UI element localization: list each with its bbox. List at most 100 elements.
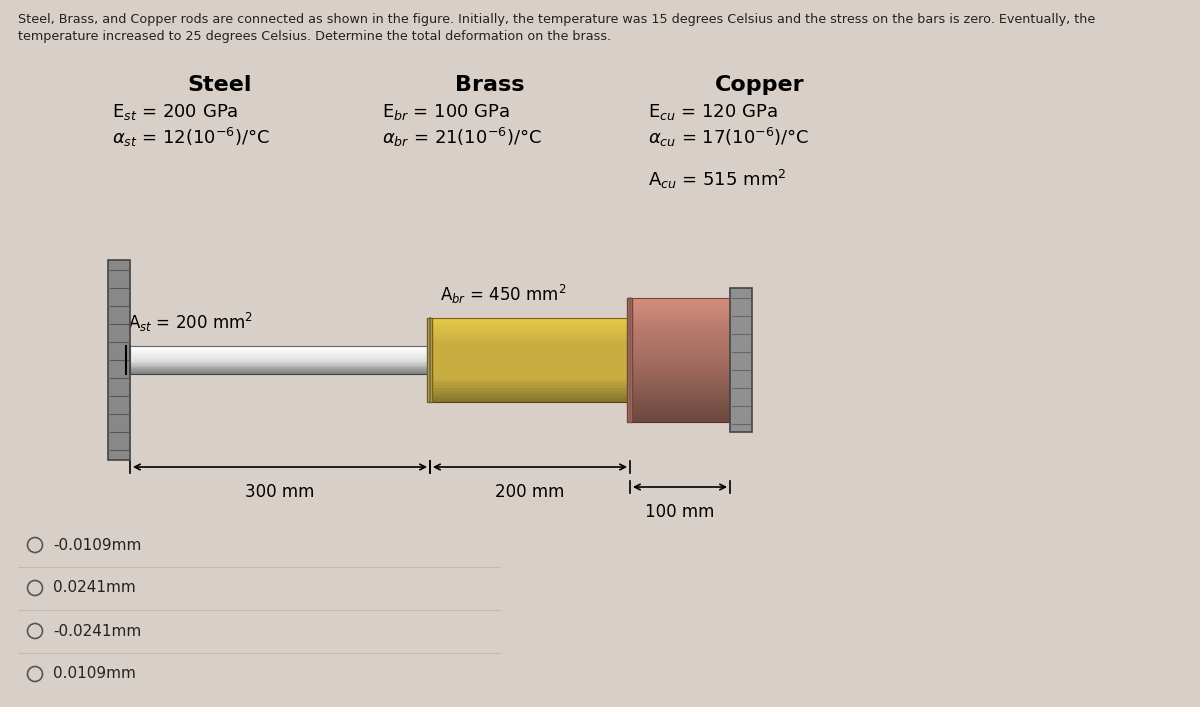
Text: $\alpha_{cu}$ = 17(10$^{-6}$)/°C: $\alpha_{cu}$ = 17(10$^{-6}$)/°C (648, 126, 810, 149)
Text: Brass: Brass (455, 75, 524, 95)
Bar (630, 402, 730, 406)
Bar (130, 371, 430, 372)
Text: 300 mm: 300 mm (245, 483, 314, 501)
Text: Steel, Brass, and Copper rods are connected as shown in the figure. Initially, t: Steel, Brass, and Copper rods are connec… (18, 13, 1096, 26)
Bar (630, 360, 730, 364)
Text: Copper: Copper (715, 75, 805, 95)
Bar (130, 348, 430, 349)
Bar (630, 368, 730, 373)
Bar (630, 389, 730, 393)
Bar (430, 338, 630, 340)
Bar (130, 368, 430, 369)
Bar (630, 306, 730, 310)
Bar (430, 374, 630, 377)
Bar (130, 370, 430, 371)
Bar (630, 414, 730, 418)
Bar (130, 357, 430, 358)
Bar (130, 350, 430, 351)
Bar (430, 329, 630, 332)
Bar (630, 377, 730, 380)
Bar (430, 324, 630, 327)
Bar (630, 331, 730, 335)
Bar (130, 366, 430, 368)
Bar (130, 351, 430, 353)
Bar (108, 260, 130, 460)
Bar (130, 354, 430, 356)
Text: $\alpha_{br}$ = 21(10$^{-6}$)/°C: $\alpha_{br}$ = 21(10$^{-6}$)/°C (382, 126, 541, 149)
Bar (630, 393, 730, 397)
Bar (430, 343, 630, 346)
Text: temperature increased to 25 degrees Celsius. Determine the total deformation on : temperature increased to 25 degrees Cels… (18, 30, 611, 43)
Text: -0.0241mm: -0.0241mm (53, 624, 142, 638)
Bar (630, 373, 730, 377)
Bar (130, 363, 430, 365)
Bar (628, 298, 632, 422)
Bar (630, 319, 730, 323)
Bar (130, 372, 430, 373)
Bar (630, 315, 730, 319)
Bar (130, 362, 430, 363)
Bar (630, 310, 730, 315)
Bar (630, 302, 730, 306)
Bar (430, 349, 630, 351)
Bar (630, 344, 730, 348)
Bar (630, 380, 730, 385)
Bar (630, 327, 730, 331)
Bar (130, 356, 430, 357)
Bar (630, 397, 730, 402)
Bar (630, 352, 730, 356)
Bar (430, 346, 630, 349)
Text: $\alpha_{st}$ = 12(10$^{-6}$)/°C: $\alpha_{st}$ = 12(10$^{-6}$)/°C (112, 126, 270, 149)
Bar (130, 369, 430, 370)
Bar (430, 382, 630, 385)
Bar (430, 318, 630, 321)
Bar (630, 339, 730, 344)
Bar (130, 360, 430, 361)
Text: A$_{st}$ = 200 mm$^2$: A$_{st}$ = 200 mm$^2$ (128, 311, 253, 334)
Bar (130, 347, 430, 348)
Bar (430, 377, 630, 380)
Bar (430, 321, 630, 324)
Text: A$_{br}$ = 450 mm$^2$: A$_{br}$ = 450 mm$^2$ (440, 283, 566, 306)
Bar (130, 358, 430, 359)
Bar (430, 351, 630, 354)
Bar (630, 298, 730, 302)
Text: 200 mm: 200 mm (496, 483, 565, 501)
Bar (130, 346, 430, 347)
Text: Steel: Steel (187, 75, 252, 95)
Text: 0.0241mm: 0.0241mm (53, 580, 136, 595)
Bar (430, 357, 630, 360)
Bar (427, 318, 432, 402)
Bar (630, 409, 730, 414)
Text: E$_{cu}$ = 120 GPa: E$_{cu}$ = 120 GPa (648, 102, 778, 122)
Text: E$_{br}$ = 100 GPa: E$_{br}$ = 100 GPa (382, 102, 510, 122)
Bar (430, 385, 630, 388)
Bar (630, 348, 730, 352)
Bar (430, 394, 630, 397)
Bar (430, 397, 630, 399)
Bar (430, 380, 630, 382)
Bar (430, 371, 630, 374)
Bar (430, 388, 630, 391)
Bar (430, 399, 630, 402)
Bar (430, 360, 630, 363)
Bar (130, 365, 430, 366)
Bar (430, 340, 630, 343)
Bar (630, 323, 730, 327)
Bar (430, 332, 630, 335)
Bar (430, 391, 630, 394)
Bar (430, 335, 630, 338)
Text: 100 mm: 100 mm (646, 503, 715, 521)
Text: -0.0109mm: -0.0109mm (53, 537, 142, 552)
Bar (630, 335, 730, 339)
Bar (630, 356, 730, 360)
Bar (130, 373, 430, 374)
Bar (630, 418, 730, 422)
Bar (130, 361, 430, 362)
Bar (130, 349, 430, 350)
Text: E$_{st}$ = 200 GPa: E$_{st}$ = 200 GPa (112, 102, 239, 122)
Bar (630, 364, 730, 368)
Text: A$_{cu}$ = 515 mm$^2$: A$_{cu}$ = 515 mm$^2$ (648, 168, 786, 191)
Bar (130, 353, 430, 354)
Bar (430, 366, 630, 368)
